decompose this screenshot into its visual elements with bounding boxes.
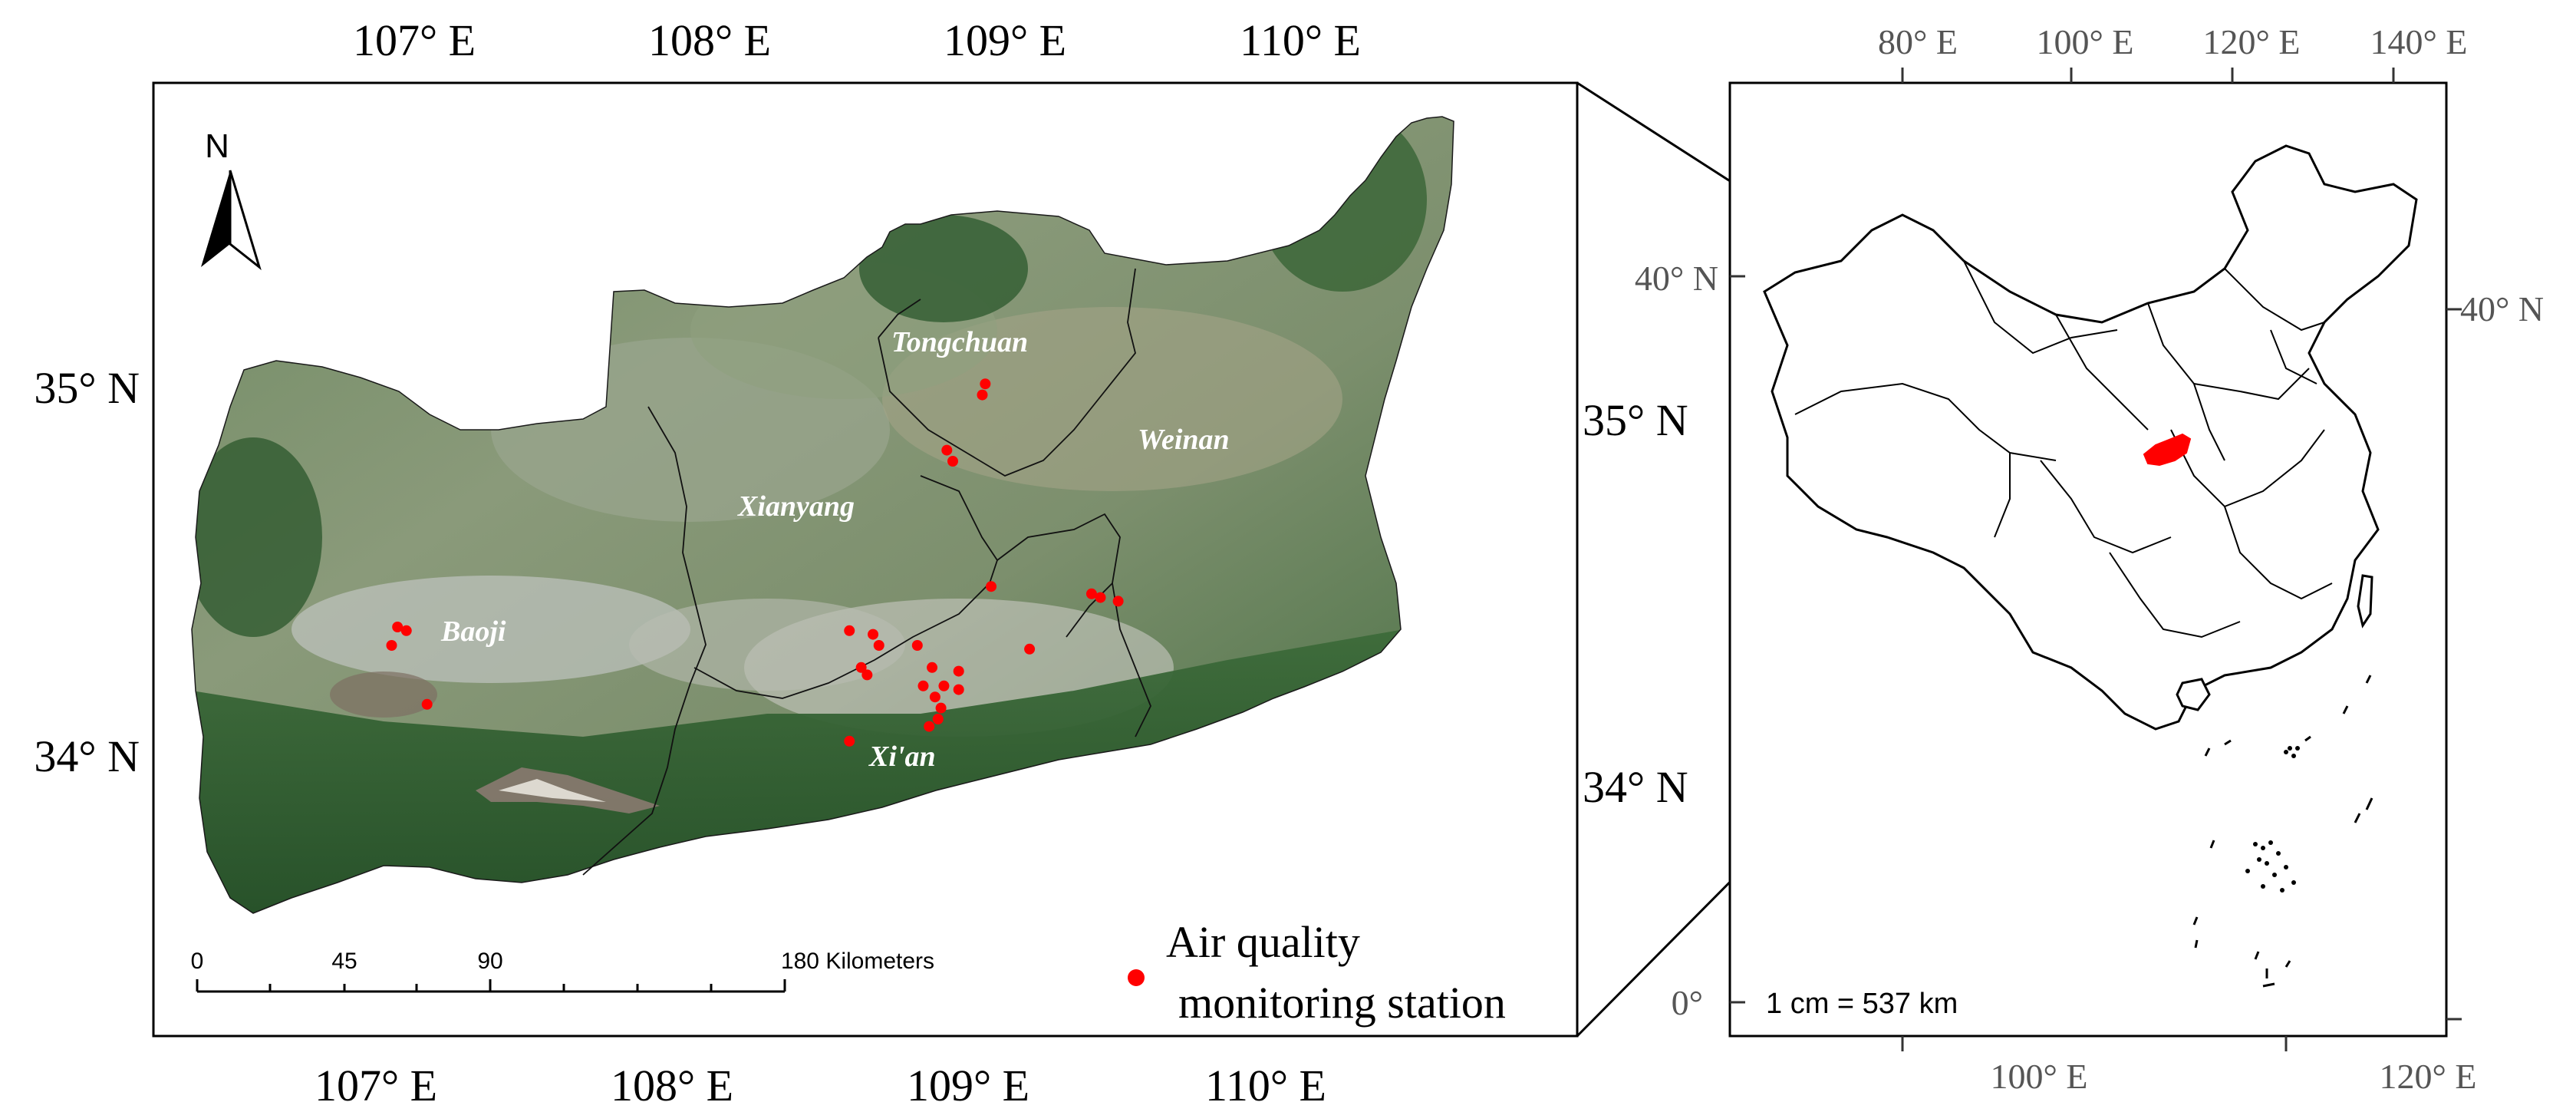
monitoring-station-10 xyxy=(868,629,879,640)
monitoring-station-28 xyxy=(1095,592,1106,603)
monitoring-station-14 xyxy=(844,735,855,747)
legend-label-line2: monitoring station xyxy=(1178,978,1506,1028)
boundary-xianyang-north xyxy=(920,475,998,561)
monitoring-station-5 xyxy=(392,622,404,632)
monitoring-station-4 xyxy=(947,456,958,467)
north-arrow: N xyxy=(201,127,262,271)
main-top-lon-label-110: 110° E xyxy=(1240,15,1361,65)
main-right-lat-label-34: 34° N xyxy=(1583,762,1688,812)
legend-station-symbol xyxy=(1128,969,1145,986)
main-bottom-lon-label-108: 108° E xyxy=(611,1061,733,1110)
monitoring-station-16 xyxy=(927,662,938,673)
main-bottom-lon-label-110: 110° E xyxy=(1205,1061,1326,1110)
main-bottom-lon-label-109: 109° E xyxy=(907,1061,1029,1110)
scale-tick-180: 180 Kilometers xyxy=(781,949,934,974)
main-top-lon-label-107: 107° E xyxy=(353,15,476,65)
scale-tick-0: 0 xyxy=(191,949,204,974)
monitoring-station-27 xyxy=(1085,588,1097,599)
boundary-xian-east xyxy=(1066,582,1113,638)
main-top-lon-label-108: 108° E xyxy=(648,15,771,65)
city-label-baoji: Baoji xyxy=(440,615,506,648)
study-region-outline xyxy=(191,116,1454,914)
stations-layer xyxy=(386,378,1124,747)
monitoring-station-3 xyxy=(941,444,953,456)
main-right-lat-label-35: 35° N xyxy=(1583,395,1688,445)
monitoring-station-11 xyxy=(873,640,884,651)
monitoring-station-1 xyxy=(977,389,988,401)
monitoring-station-9 xyxy=(844,625,855,636)
monitoring-station-17 xyxy=(953,665,964,677)
boundary-tongchuan xyxy=(878,268,1136,477)
south-china-sea-islands xyxy=(2192,675,2373,988)
inset-top-lon-label-80: 80° E xyxy=(1878,22,1958,61)
city-label-weinan: Weinan xyxy=(1138,424,1230,456)
north-arrow-icon xyxy=(201,170,230,267)
inset-top-lon-label-100: 100° E xyxy=(2037,22,2134,61)
inset-bottom-lon-label-120: 120° E xyxy=(2380,1057,2477,1096)
city-label-xian: Xi'an xyxy=(868,741,936,773)
hainan-island xyxy=(2176,678,2211,711)
monitoring-station-15 xyxy=(911,640,923,651)
city-label-xianyang: Xianyang xyxy=(737,490,855,523)
monitoring-station-23 xyxy=(932,714,944,724)
monitoring-station-29 xyxy=(1112,596,1124,607)
scale-bar: 0 45 90 180 Kilometers xyxy=(191,949,934,993)
spratly-islands xyxy=(2245,746,2300,893)
monitoring-station-12 xyxy=(855,662,867,673)
inset-top-lon-label-140: 140° E xyxy=(2370,22,2468,61)
legend-label-line1: Air quality xyxy=(1166,917,1360,967)
inset-scale-text: 1 cm = 537 km xyxy=(1766,988,1958,1020)
main-bottom-lon-label-107: 107° E xyxy=(315,1061,437,1110)
taiwan-island xyxy=(2357,574,2373,629)
main-left-lat-label-35: 35° N xyxy=(34,363,140,413)
legend: Air quality monitoring station xyxy=(1128,917,1506,1028)
monitoring-station-24 xyxy=(924,721,935,732)
city-label-tongchuan: Tongchuan xyxy=(891,326,1028,358)
inset-left-lat-label-0: 0° xyxy=(1672,983,1703,1022)
boundary-baoji-xianyang xyxy=(582,406,707,876)
china-outline xyxy=(1763,144,2418,731)
boundary-weinan-xian xyxy=(996,513,1151,737)
north-arrow-label: N xyxy=(205,127,229,165)
monitoring-station-25 xyxy=(986,581,997,592)
city-boundaries xyxy=(582,268,1151,876)
inset-bottom-lon-label-100: 100° E xyxy=(1991,1057,2088,1096)
inset-map: 1 cm = 537 km 80° E 100° E 120° E 140° E… xyxy=(1635,22,2544,1096)
boundary-tongchuan-west xyxy=(878,299,921,338)
monitoring-station-2 xyxy=(980,378,991,390)
monitoring-station-13 xyxy=(861,669,873,681)
scale-tick-45: 45 xyxy=(331,949,357,974)
inset-left-lat-label-40: 40° N xyxy=(1635,259,1718,298)
province-boundaries xyxy=(1794,260,2333,638)
monitoring-station-26 xyxy=(1024,643,1036,655)
monitoring-station-20 xyxy=(953,684,964,695)
inset-study-area-highlight xyxy=(2143,433,2192,467)
monitoring-station-18 xyxy=(917,680,929,691)
main-left-lat-label-34: 34° N xyxy=(34,731,140,781)
monitoring-station-7 xyxy=(386,640,397,651)
boundary-xianyang-xian xyxy=(693,559,998,699)
scale-tick-90: 90 xyxy=(477,949,502,974)
monitoring-station-8 xyxy=(421,698,433,710)
main-map: Tongchuan Weinan Xianyang Baoji Xi'an N xyxy=(34,15,1688,1110)
monitoring-station-22 xyxy=(935,702,947,714)
main-top-lon-label-109: 109° E xyxy=(944,15,1066,65)
inset-top-lon-label-120: 120° E xyxy=(2203,22,2301,61)
monitoring-station-6 xyxy=(400,625,412,636)
monitoring-station-19 xyxy=(938,680,950,691)
monitoring-station-21 xyxy=(929,691,940,703)
inset-right-lat-label-40: 40° N xyxy=(2460,289,2544,328)
